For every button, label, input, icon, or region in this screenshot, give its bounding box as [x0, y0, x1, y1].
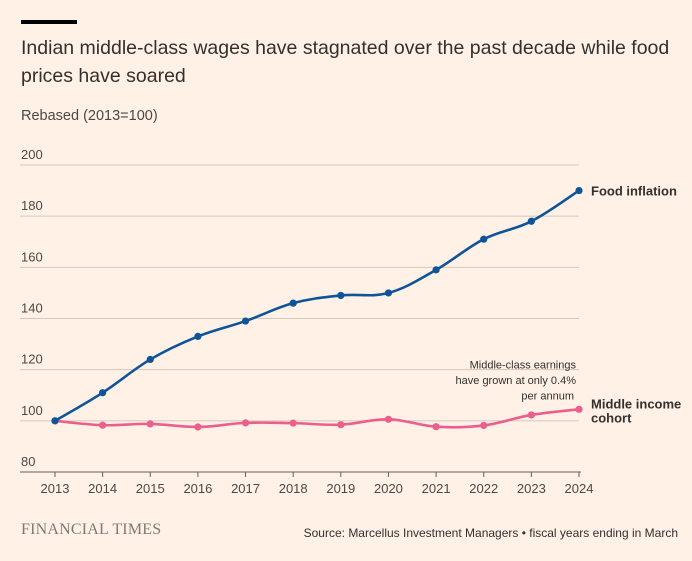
x-tick-label-2022: 2022	[469, 481, 498, 496]
data-point-food-inflation-2014	[99, 389, 107, 397]
series-line-middle-income-cohort	[53, 408, 581, 429]
x-tick-label-2018: 2018	[279, 481, 308, 496]
data-point-food-inflation-2020	[384, 289, 393, 297]
data-point-food-inflation-2017	[241, 317, 250, 325]
data-point-middle-income-cohort-2017	[241, 419, 250, 427]
series-group	[51, 186, 583, 431]
data-point-food-inflation-2013	[51, 417, 59, 425]
x-tick-label-2014: 2014	[88, 481, 117, 496]
x-tick-label-2016: 2016	[183, 481, 212, 496]
data-point-middle-income-cohort-2016	[194, 423, 202, 431]
annotation-line-1: have grown at only 0.4%	[456, 375, 577, 387]
series-label-line-0: Middle income	[591, 396, 681, 411]
data-point-middle-income-cohort-2022	[480, 421, 488, 430]
y-tick-label-120: 120	[21, 352, 43, 367]
data-point-middle-income-cohort-2024	[575, 405, 583, 413]
x-tick-label-2020: 2020	[374, 481, 403, 496]
x-tick-label-2024: 2024	[565, 481, 594, 496]
x-tick-label-2021: 2021	[422, 481, 451, 496]
y-tick-label-180: 180	[21, 198, 43, 213]
series-label-line-1: cohort	[591, 410, 632, 425]
data-point-food-inflation-2024	[575, 186, 583, 195]
data-point-food-inflation-2019	[337, 291, 345, 300]
y-axis-tick-labels: 80 100 120 140 160 180 200	[21, 147, 43, 469]
data-point-middle-income-cohort-2018	[289, 419, 297, 427]
x-tick-label-2019: 2019	[326, 481, 355, 496]
data-point-food-inflation-2021	[432, 266, 440, 274]
data-point-food-inflation-2023	[527, 217, 535, 225]
x-tick-label-2013: 2013	[41, 481, 70, 496]
data-point-middle-income-cohort-2015	[146, 420, 154, 428]
x-tick-label-2017: 2017	[231, 481, 260, 496]
chart-title: Indian middle-class wages have stagnated…	[21, 37, 670, 87]
annotation-text: Middle-class earnings have grown at only …	[456, 360, 577, 403]
series-line-food-inflation	[53, 189, 581, 423]
data-point-middle-income-cohort-2014	[99, 421, 107, 429]
gridlines	[20, 164, 579, 422]
data-point-food-inflation-2022	[480, 235, 488, 243]
data-point-food-inflation-2018	[289, 299, 297, 307]
data-point-middle-income-cohort-2023	[527, 411, 535, 419]
data-point-food-inflation-2016	[194, 332, 202, 341]
data-point-food-inflation-2015	[146, 355, 154, 364]
x-tick-label-2015: 2015	[136, 481, 165, 496]
x-axis: 2013 2014 2015 2016 2017 2018 2019 2020 2021 2022…	[20, 471, 594, 496]
x-tick-label-2023: 2023	[517, 481, 546, 496]
series-labels: Food inflation Middle income cohort	[591, 184, 681, 426]
ft-top-bar	[21, 20, 77, 24]
data-point-middle-income-cohort-2020	[384, 415, 393, 423]
y-tick-label-200: 200	[21, 147, 43, 162]
data-point-middle-income-cohort-2019	[337, 421, 345, 429]
y-tick-label-140: 140	[21, 301, 43, 316]
y-tick-label-100: 100	[21, 403, 43, 418]
series-label-food-inflation: Food inflation	[591, 184, 677, 199]
ft-logo: FINANCIAL TIMES	[21, 521, 162, 538]
y-tick-label-80: 80	[21, 454, 35, 469]
source-note: Source: Marcellus Investment Managers • …	[303, 526, 678, 540]
data-point-middle-income-cohort-2021	[432, 423, 440, 431]
y-tick-label-160: 160	[21, 249, 43, 264]
annotation-line-2: per annum	[521, 391, 574, 403]
series-label-middle-income-cohort: Middle income cohort	[591, 396, 681, 425]
annotation-line-0: Middle-class earnings	[470, 360, 577, 372]
chart-subtitle: Rebased (2013=100)	[21, 108, 158, 124]
annotation: Middle-class earnings have grown at only …	[456, 360, 577, 403]
